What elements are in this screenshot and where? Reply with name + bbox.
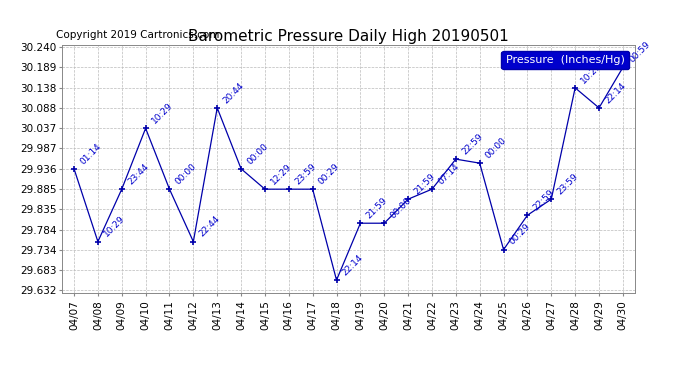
Text: 00:29: 00:29 <box>508 222 532 247</box>
Text: 23:44: 23:44 <box>126 162 150 186</box>
Text: 00:59: 00:59 <box>627 40 651 64</box>
Text: 22:44: 22:44 <box>197 214 221 239</box>
Text: 23:59: 23:59 <box>555 172 580 196</box>
Text: 21:59: 21:59 <box>412 172 437 196</box>
Text: 10:29: 10:29 <box>150 101 175 126</box>
Text: 10:29: 10:29 <box>580 60 604 85</box>
Text: 23:59: 23:59 <box>293 162 317 186</box>
Text: 20:44: 20:44 <box>221 81 246 105</box>
Text: 10:29: 10:29 <box>102 214 127 239</box>
Text: 00:00: 00:00 <box>388 196 413 220</box>
Text: 00:29: 00:29 <box>317 162 342 186</box>
Text: 00:00: 00:00 <box>174 162 198 186</box>
Text: 22:14: 22:14 <box>341 253 365 277</box>
Text: 07:14: 07:14 <box>436 162 461 186</box>
Text: 12:29: 12:29 <box>269 162 293 186</box>
Text: 22:59: 22:59 <box>460 132 484 156</box>
Text: 22:59: 22:59 <box>531 188 556 212</box>
Title: Barometric Pressure Daily High 20190501: Barometric Pressure Daily High 20190501 <box>188 29 509 44</box>
Text: 21:59: 21:59 <box>364 196 389 220</box>
Text: Copyright 2019 Cartronics.com: Copyright 2019 Cartronics.com <box>57 30 219 40</box>
Text: 22:14: 22:14 <box>603 81 628 105</box>
Legend: Pressure  (Inches/Hg): Pressure (Inches/Hg) <box>502 51 629 69</box>
Text: 01:14: 01:14 <box>78 141 103 166</box>
Text: 00:00: 00:00 <box>245 141 270 166</box>
Text: 00:00: 00:00 <box>484 136 509 160</box>
